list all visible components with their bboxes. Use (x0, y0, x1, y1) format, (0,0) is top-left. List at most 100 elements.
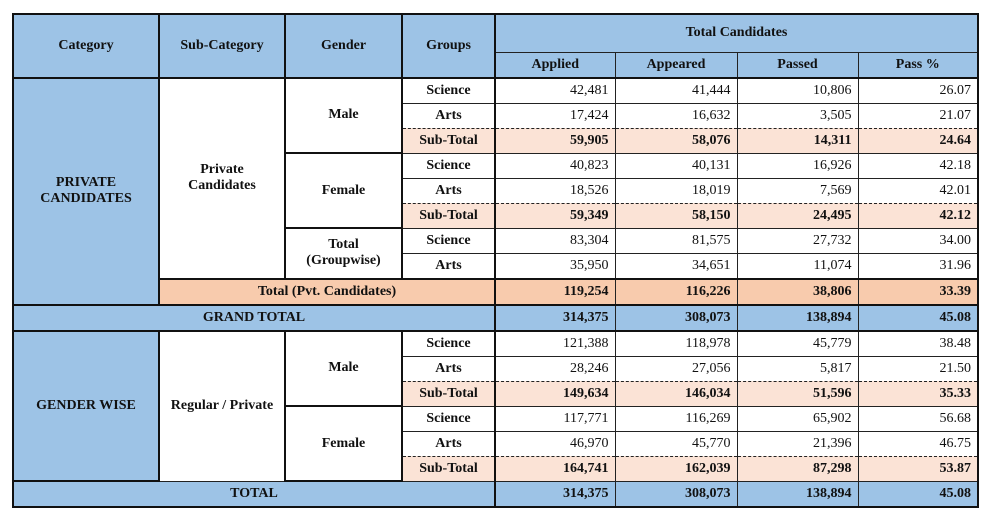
table-row: Arts 46,970 45,770 21,396 46.75 (13, 430, 979, 457)
table-row: Arts 17,424 16,632 3,505 21.07 (13, 102, 979, 129)
table-row: Arts 18,526 18,019 7,569 42.01 (13, 177, 979, 204)
group-cell: Arts (401, 252, 496, 279)
value-cell: 24,495 (736, 202, 859, 229)
value-cell: 31.96 (857, 252, 979, 279)
value-cell: 59,905 (494, 127, 616, 154)
value-cell: 116,269 (614, 405, 738, 432)
value-cell: 42.18 (857, 152, 979, 179)
value-cell: 41,444 (614, 77, 738, 104)
value-cell: 17,424 (494, 102, 616, 129)
value-cell: 27,056 (614, 355, 738, 382)
value-cell: 40,823 (494, 152, 616, 179)
grand-total-row-value: 314,375 (494, 304, 616, 332)
sub-category-cell: Private Candidates (158, 77, 286, 279)
value-cell: 24.64 (857, 127, 979, 154)
table-row: Total (Groupwise) Science 83,304 81,575 27,7… (13, 227, 979, 280)
group-cell: Sub-Total (401, 455, 496, 482)
group-cell: Sub-Total (401, 380, 496, 407)
group-cell: Science (401, 227, 496, 254)
gender-cell: Total (Groupwise) (284, 227, 403, 280)
value-cell: 3,505 (736, 102, 859, 129)
gender-cell: Male (284, 77, 403, 154)
header-appeared: Appeared (614, 51, 738, 79)
gender-cell: Female (284, 152, 403, 229)
value-cell: 81,575 (614, 227, 738, 254)
value-cell: 65,902 (736, 405, 859, 432)
value-cell: 40,131 (614, 152, 738, 179)
value-cell: 146,034 (614, 380, 738, 407)
value-cell: 28,246 (494, 355, 616, 382)
value-cell: 34,651 (614, 252, 738, 279)
table-row: PRIVATE CANDIDATES Private Candidates Male… (12, 77, 979, 306)
value-cell: 35.33 (857, 380, 979, 407)
value-cell: 121,388 (494, 330, 616, 357)
group-cell: Science (401, 77, 496, 104)
value-cell: 46,970 (494, 430, 616, 457)
header-gender: Gender (284, 13, 403, 79)
total-row-label: TOTAL (12, 480, 496, 508)
group-cell: Arts (401, 102, 496, 129)
results-table: Category Sub-Category Gender Groups Tota… (12, 13, 979, 508)
total-row-value: 138,894 (736, 480, 859, 508)
value-cell: 45,770 (614, 430, 738, 457)
table-row: Arts 35,950 34,651 11,074 31.96 (13, 252, 979, 279)
sub-category-cell: Regular / Private (158, 330, 286, 482)
group-cell: Sub-Total (401, 127, 496, 154)
value-cell: 149,634 (494, 380, 616, 407)
header-sub-category: Sub-Category (158, 13, 286, 79)
value-cell: 18,019 (614, 177, 738, 204)
header-groups: Groups (401, 13, 496, 79)
group-cell: Science (401, 405, 496, 432)
value-cell: 38.48 (857, 330, 979, 357)
total-value-cell: 38,806 (736, 277, 859, 306)
value-cell: 21.07 (857, 102, 979, 129)
group-cell: Arts (401, 177, 496, 204)
value-cell: 42.01 (857, 177, 979, 204)
gender-cell: Female (284, 405, 403, 482)
value-cell: 42.12 (857, 202, 979, 229)
group-cell: Sub-Total (401, 202, 496, 229)
value-cell: 83,304 (494, 227, 616, 254)
category-cell: PRIVATE CANDIDATES (12, 77, 160, 306)
value-cell: 58,150 (614, 202, 738, 229)
value-cell: 21,396 (736, 430, 859, 457)
value-cell: 53.87 (857, 455, 979, 482)
total-label: Total (Pvt. Candidates) (158, 277, 496, 306)
table-row: Sub-Total 59,905 58,076 14,311 24.64 (13, 127, 979, 154)
group-cell: Arts (401, 430, 496, 457)
table-row: GENDER WISE Regular / Private Male Science 1… (12, 330, 979, 482)
value-cell: 21.50 (857, 355, 979, 382)
value-cell: 56.68 (857, 405, 979, 432)
table-row: Female Science 117,771 116,269 65,902 56.68 (13, 405, 979, 482)
category-cell: GENDER WISE (12, 330, 160, 482)
value-cell: 35,950 (494, 252, 616, 279)
total-row: TOTAL 314,375 308,073 138,894 45.08 (12, 480, 979, 508)
total-row-value: 45.08 (857, 480, 979, 508)
value-cell: 118,978 (614, 330, 738, 357)
group-cell: Science (401, 152, 496, 179)
value-cell: 58,076 (614, 127, 738, 154)
value-cell: 45,779 (736, 330, 859, 357)
table-row: Sub-Total 164,741 162,039 87,298 53.87 (13, 455, 979, 482)
value-cell: 5,817 (736, 355, 859, 382)
value-cell: 46.75 (857, 430, 979, 457)
table-row: Arts 28,246 27,056 5,817 21.50 (13, 355, 979, 382)
value-cell: 117,771 (494, 405, 616, 432)
table-row: Female Science 40,823 40,131 16,926 42.18 (13, 152, 979, 229)
value-cell: 59,349 (494, 202, 616, 229)
value-cell: 162,039 (614, 455, 738, 482)
grand-total-row-value: 138,894 (736, 304, 859, 332)
gender-cell: Male (284, 330, 403, 407)
value-cell: 7,569 (736, 177, 859, 204)
grand-total-row-value: 308,073 (614, 304, 738, 332)
value-cell: 14,311 (736, 127, 859, 154)
header-total-candidates: Total Candidates (494, 13, 979, 53)
header-category: Category (12, 13, 160, 79)
total-value-cell: 33.39 (857, 277, 979, 306)
total-row: Total (Pvt. Candidates) 119,254 116,226 38,… (13, 277, 979, 306)
grand-total-row: GRAND TOTAL 314,375 308,073 138,894 45.08 (12, 304, 979, 332)
group-cell: Arts (401, 355, 496, 382)
value-cell: 42,481 (494, 77, 616, 104)
total-row-value: 314,375 (494, 480, 616, 508)
group-cell: Science (401, 330, 496, 357)
